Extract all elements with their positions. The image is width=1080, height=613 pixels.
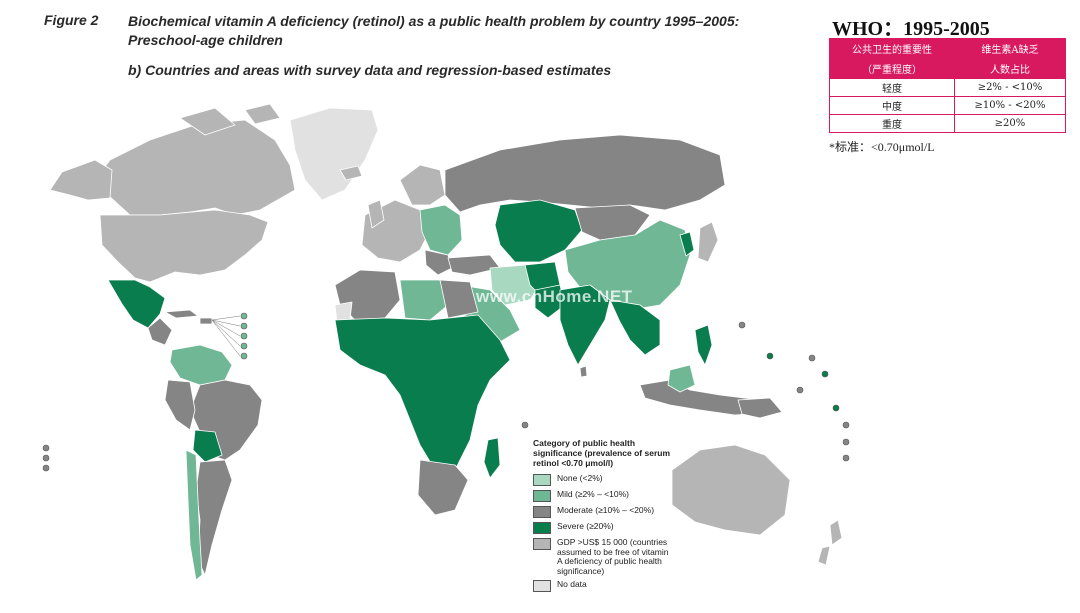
legend-swatch xyxy=(533,490,551,502)
legend-swatch xyxy=(533,538,551,550)
island-marker xyxy=(240,342,248,350)
legend-label: None (<2%) xyxy=(557,473,603,483)
legend-label: Mild (≥2% – <10%) xyxy=(557,489,629,499)
region-canada xyxy=(94,119,296,216)
island-marker xyxy=(842,438,850,446)
island-marker xyxy=(240,352,248,360)
region-western-sahara xyxy=(334,301,353,323)
region-libya xyxy=(399,279,449,321)
legend-item: Mild (≥2% – <10%) xyxy=(533,489,683,502)
table-cell-level: 中度 xyxy=(829,96,955,115)
region-arctic-islands xyxy=(179,103,281,136)
island-marker xyxy=(738,321,746,329)
region-chile xyxy=(185,449,203,581)
region-philippines xyxy=(694,324,713,366)
legend-swatch xyxy=(533,580,551,592)
legend-swatch xyxy=(533,506,551,518)
legend-swatch xyxy=(533,522,551,534)
legend-label: Moderate (≥10% – <20%) xyxy=(557,505,655,515)
island-marker xyxy=(240,322,248,330)
island-marker xyxy=(42,464,50,472)
region-peru xyxy=(164,379,196,431)
legend-label: No data xyxy=(557,579,587,589)
legend-item: No data xyxy=(533,579,683,592)
island-marker xyxy=(42,444,50,452)
map-legend: Category of public health significance (… xyxy=(533,438,683,596)
region-alaska xyxy=(49,159,113,201)
region-turkey xyxy=(447,254,501,276)
table-header-row: （严重程度） 人数占比 xyxy=(829,58,1067,79)
island-marker xyxy=(240,312,248,320)
legend-item: Moderate (≥10% – <20%) xyxy=(533,505,683,518)
region-sri-lanka xyxy=(579,365,588,378)
island-marker xyxy=(842,454,850,462)
leader-line xyxy=(211,315,241,357)
region-new-guinea xyxy=(737,397,783,419)
island-marker xyxy=(42,454,50,462)
region-eastern-europe xyxy=(419,204,463,256)
region-central-asia xyxy=(494,199,583,263)
legend-label: GDP >US$ 15 000 (countries assumed to be… xyxy=(557,537,669,576)
region-egypt xyxy=(439,279,479,319)
table-header-cell: （严重程度） xyxy=(829,58,955,79)
table-row: 重度 ≥20% xyxy=(829,114,1067,133)
who-title: WHO：1995-2005 xyxy=(832,18,990,40)
legend-label: Severe (≥20%) xyxy=(557,521,614,531)
island-marker xyxy=(521,421,529,429)
island-marker xyxy=(821,370,829,378)
figure-subtitle: b) Countries and areas with survey data … xyxy=(128,62,612,78)
region-usa xyxy=(99,209,269,283)
region-mexico xyxy=(107,279,166,329)
island-marker xyxy=(808,354,816,362)
legend-item: Severe (≥20%) xyxy=(533,521,683,534)
watermark-text: www.cnHome.NET xyxy=(476,287,633,306)
region-southeast-asia xyxy=(609,299,661,356)
region-pakistan xyxy=(534,284,566,319)
legend-title: Category of public health significance (… xyxy=(533,438,670,468)
who-severity-table: 公共卫生的重要性 维生素A缺乏 （严重程度） 人数占比 轻度 ≥2% - <10… xyxy=(829,38,1067,133)
table-header-cell: 公共卫生的重要性 xyxy=(829,38,955,59)
figure-label: Figure 2 xyxy=(44,12,99,28)
who-note: *标准：<0.70μmol/L xyxy=(829,140,935,154)
region-india xyxy=(559,284,611,366)
region-caribbean xyxy=(164,309,213,325)
table-cell-range: ≥2% - <10% xyxy=(953,78,1067,97)
legend-swatch xyxy=(533,474,551,486)
island-marker xyxy=(766,352,774,360)
table-header-cell: 人数占比 xyxy=(953,58,1067,79)
region-uk xyxy=(367,199,385,229)
legend-item: None (<2%) xyxy=(533,473,683,486)
table-header-row: 公共卫生的重要性 维生素A缺乏 xyxy=(829,38,1067,59)
region-madagascar xyxy=(483,437,501,479)
region-japan xyxy=(697,221,719,263)
region-iceland xyxy=(339,165,363,181)
island-marker xyxy=(240,332,248,340)
island-marker xyxy=(796,386,804,394)
island-marker xyxy=(832,404,840,412)
region-australia xyxy=(671,444,791,536)
table-row: 中度 ≥10% - <20% xyxy=(829,96,1067,115)
region-bolivia xyxy=(192,429,223,463)
table-row: 轻度 ≥2% - <10% xyxy=(829,78,1067,97)
region-balkans xyxy=(424,249,453,276)
region-new-zealand xyxy=(817,519,843,566)
region-north-south-america xyxy=(169,344,233,386)
region-southern-africa xyxy=(417,459,469,516)
region-borneo xyxy=(667,364,696,393)
table-cell-range: ≥20% xyxy=(953,114,1067,133)
region-scandinavia xyxy=(399,164,446,206)
region-central-america xyxy=(147,317,173,346)
legend-item: GDP >US$ 15 000 (countries assumed to be… xyxy=(533,537,683,576)
table-cell-range: ≥10% - <20% xyxy=(953,96,1067,115)
table-cell-level: 轻度 xyxy=(829,78,955,97)
table-cell-level: 重度 xyxy=(829,114,955,133)
figure-title: Biochemical vitamin A deficiency (retino… xyxy=(128,13,740,48)
region-sub-saharan-africa xyxy=(334,314,511,471)
island-marker xyxy=(842,421,850,429)
table-header-cell: 维生素A缺乏 xyxy=(953,38,1067,59)
region-russia xyxy=(444,134,726,213)
region-greenland xyxy=(289,107,379,201)
region-korea xyxy=(679,231,695,257)
